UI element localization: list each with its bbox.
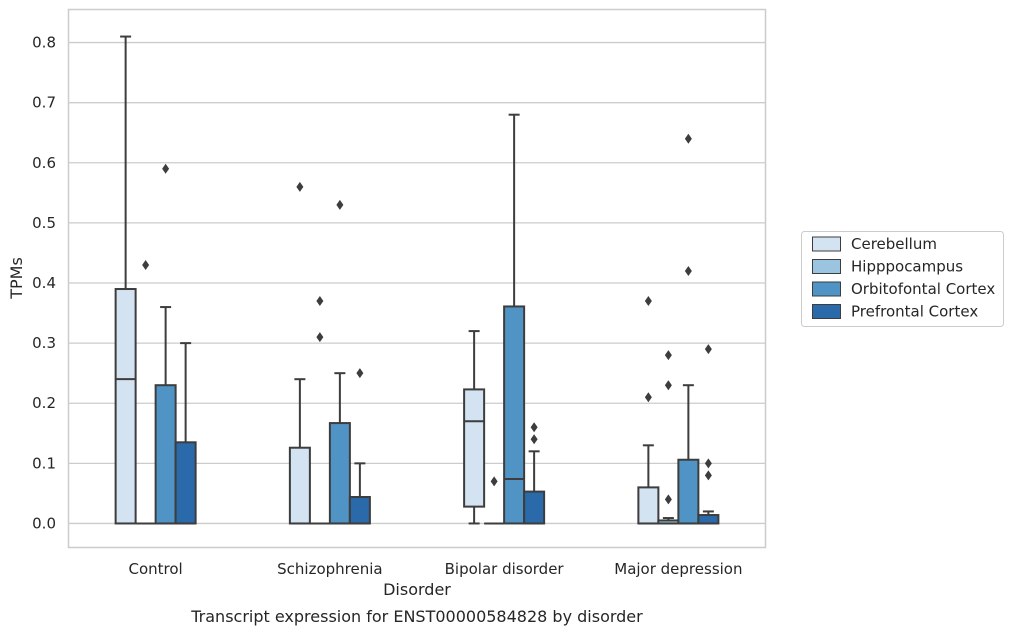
legend-swatch [812,281,841,297]
legend-swatch [812,304,841,319]
x-tick-label: Bipolar disorder [445,560,565,578]
box-plot-item [328,199,351,525]
y-tick-label: 0.1 [32,454,56,472]
outlier-point [530,434,538,445]
x-tick-label: Control [129,560,183,578]
box-plot-item [114,35,137,525]
box-iqr [154,384,177,525]
outlier-point [316,296,324,307]
box-plot-item [523,422,546,525]
box-iqr [174,441,197,525]
legend-swatch [812,236,841,252]
outlier-point [162,163,170,174]
box-iqr [348,496,371,525]
legend: Cerebellum Hipppocampus Orbitofontal Corte… [801,231,1004,327]
outlier-point [704,470,712,481]
outlier-point [644,296,652,307]
box-iqr [523,490,546,525]
legend-entry-label: Cerebellum [851,235,937,253]
legend-frame [801,231,1004,327]
box-plot-item [484,476,505,525]
box-plot-item [288,181,311,525]
y-axis-tick-labels: 0.0 0.1 0.2 0.3 0.4 0.5 0.6 0.7 0.8 [32,34,56,533]
y-tick-label: 0.3 [32,334,56,352]
legend-entry-label: Hipppocampus [851,258,963,276]
outlier-point [336,199,344,210]
y-tick-label: 0.7 [32,94,56,112]
box-iqr [637,486,660,525]
box-plot-item [309,296,330,525]
box-plot-item [657,350,680,525]
box-plot-item [697,344,720,525]
y-tick-label: 0.5 [32,214,56,232]
outlier-point [684,133,692,144]
outlier-point [664,494,672,505]
y-axis-title: TPMs [7,257,26,300]
outlier-point [142,259,150,270]
x-axis-tick-labels: Control Schizophrenia Bipolar disorder Majo… [129,560,743,578]
y-tick-label: 0.2 [32,394,56,412]
box-iqr [463,388,486,508]
outlier-point [704,458,712,469]
outlier-point [704,344,712,355]
y-tick-label: 0.0 [32,514,56,532]
box-iqr [114,288,137,525]
outlier-point [530,422,538,433]
box-plot-item [503,113,526,525]
x-tick-label: Major depression [614,560,742,578]
box-plot-item [637,296,660,525]
box-iqr [677,458,700,525]
outlier-point [490,476,498,487]
y-tick-label: 0.8 [32,34,56,52]
outlier-point [664,350,672,361]
legend-entry-label: Prefrontal Cortex [851,303,978,321]
box-plot-item [154,163,177,525]
figure-caption: Transcript expression for ENST0000058482… [190,607,643,626]
box-iqr [288,446,311,525]
x-tick-label: Schizophrenia [277,560,382,578]
plot-area-frame [67,8,767,549]
outlier-point [296,181,304,192]
y-tick-label: 0.4 [32,274,56,292]
box-iqr [328,422,351,525]
box-plot-item [463,330,486,525]
outlier-point [664,380,672,391]
box-plot-item [135,259,156,525]
box-plot-item [174,342,197,525]
box-plot-item [677,133,700,525]
outlier-point [684,265,692,276]
box-iqr [697,514,720,525]
legend-swatch [812,259,841,274]
x-axis-title: Disorder [383,580,451,599]
legend-entry-label: Orbitofontal Cortex [851,280,995,298]
outlier-point [356,368,364,379]
outlier-point [644,392,652,403]
box-plot-item [348,368,371,525]
boxes-layer [114,35,720,525]
outlier-point [316,332,324,343]
y-tick-label: 0.6 [32,154,56,172]
box-iqr [503,305,526,525]
